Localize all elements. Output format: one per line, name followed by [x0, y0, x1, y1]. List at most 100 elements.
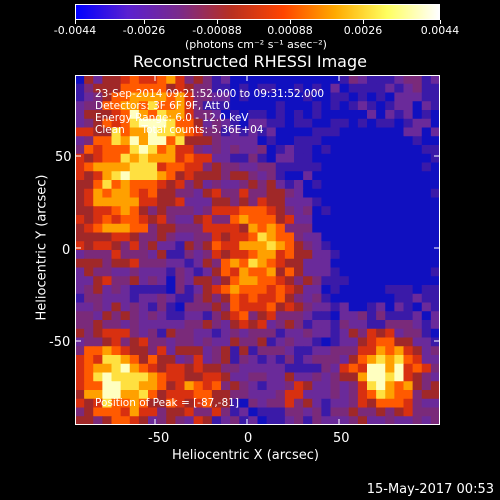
- heatmap-cell: [348, 250, 359, 260]
- heatmap-cell: [148, 302, 158, 312]
- heatmap-cell: [202, 381, 213, 391]
- heatmap-cell: [303, 118, 313, 128]
- heatmap-cell: [303, 285, 313, 295]
- heatmap-cell: [303, 267, 313, 277]
- heatmap-cell: [193, 258, 204, 268]
- heatmap-cell: [248, 302, 258, 312]
- heatmap-cell: [357, 136, 368, 146]
- heatmap-cell: [348, 337, 359, 347]
- heatmap-cell: [102, 180, 112, 190]
- heatmap-cell: [376, 328, 386, 338]
- heatmap-cell: [239, 110, 249, 120]
- heatmap-cell: [321, 206, 331, 216]
- heatmap-cell: [148, 250, 158, 260]
- heatmap-cell: [321, 171, 331, 181]
- heatmap-cell: [294, 75, 304, 85]
- heatmap-cell: [275, 363, 286, 373]
- heatmap-cell: [430, 293, 440, 303]
- heatmap-cell: [385, 83, 395, 93]
- heatmap-cell: [157, 381, 167, 391]
- heatmap-cell: [84, 118, 94, 128]
- heatmap-cell: [412, 293, 423, 303]
- heatmap-cell: [184, 372, 195, 382]
- heatmap-cell: [348, 407, 359, 417]
- heatmap-cell: [348, 118, 359, 128]
- heatmap-cell: [394, 328, 404, 338]
- heatmap-cell: [102, 241, 112, 251]
- heatmap-cell: [339, 232, 350, 242]
- heatmap-cell: [348, 241, 359, 251]
- heatmap-cell: [312, 92, 322, 102]
- heatmap-cell: [376, 285, 386, 295]
- heatmap-cell: [412, 171, 423, 181]
- heatmap-cell: [403, 162, 414, 172]
- heatmap-cell: [175, 258, 185, 268]
- heatmap-cell: [138, 127, 149, 137]
- heatmap-cell: [339, 215, 350, 225]
- heatmap-cell: [284, 180, 295, 190]
- heatmap-cell: [421, 188, 432, 198]
- heatmap-cell: [129, 276, 140, 286]
- heatmap-cell: [284, 276, 295, 286]
- heatmap-cell: [257, 127, 268, 137]
- heatmap-cell: [239, 180, 249, 190]
- heatmap-cell: [275, 250, 286, 260]
- heatmap-cell: [348, 285, 359, 295]
- heatmap-cell: [239, 407, 249, 417]
- heatmap-cell: [93, 118, 103, 128]
- heatmap-cell: [348, 346, 359, 356]
- heatmap-cell: [348, 110, 359, 120]
- heatmap-cell: [138, 328, 149, 338]
- heatmap-cell: [184, 320, 195, 330]
- heatmap-cell: [111, 285, 122, 295]
- heatmap-cell: [120, 241, 131, 251]
- heatmap-cell: [138, 250, 149, 260]
- heatmap-cell: [394, 92, 404, 102]
- x-tick-label: 50: [333, 431, 350, 446]
- heatmap-cell: [330, 372, 341, 382]
- heatmap-cell: [211, 346, 222, 356]
- heatmap-cell: [93, 171, 103, 181]
- heatmap-cell: [430, 267, 440, 277]
- heatmap-cell: [385, 232, 395, 242]
- heatmap-cell: [303, 92, 313, 102]
- heatmap-cell: [403, 407, 414, 417]
- heatmap-cell: [403, 206, 414, 216]
- heatmap-cell: [321, 285, 331, 295]
- heatmap-cell: [175, 232, 185, 242]
- chart-title: Reconstructed RHESSI Image: [133, 52, 367, 71]
- heatmap-cell: [239, 320, 249, 330]
- heatmap-cell: [357, 398, 368, 408]
- heatmap-cell: [248, 337, 258, 347]
- heatmap-cell: [84, 145, 94, 155]
- heatmap-cell: [75, 302, 85, 312]
- heatmap-cell: [129, 372, 140, 382]
- heatmap-cell: [202, 153, 213, 163]
- heatmap-cell: [321, 153, 331, 163]
- heatmap-cell: [403, 223, 414, 233]
- heatmap-cell: [138, 75, 149, 85]
- heatmap-cell: [157, 372, 167, 382]
- heatmap-cell: [93, 101, 103, 111]
- heatmap-cell: [294, 127, 304, 137]
- heatmap-cell: [303, 398, 313, 408]
- x-axis-label: Heliocentric X (arcsec): [172, 448, 319, 463]
- heatmap-cell: [321, 267, 331, 277]
- heatmap-cell: [403, 180, 414, 190]
- heatmap-cell: [157, 145, 167, 155]
- heatmap-cell: [430, 355, 440, 365]
- heatmap-cell: [430, 372, 440, 382]
- heatmap-cell: [166, 180, 176, 190]
- heatmap-cell: [221, 188, 231, 198]
- heatmap-cell: [75, 232, 85, 242]
- heatmap-cell: [129, 328, 140, 338]
- heatmap-cell: [266, 258, 277, 268]
- heatmap-cell: [239, 293, 249, 303]
- heatmap-cell: [385, 118, 395, 128]
- heatmap-cell: [312, 145, 322, 155]
- colorbar-tick: [290, 20, 291, 24]
- heatmap-cell: [230, 153, 240, 163]
- heatmap-cell: [421, 223, 432, 233]
- heatmap-cell: [138, 188, 149, 198]
- heatmap-cell: [93, 75, 103, 85]
